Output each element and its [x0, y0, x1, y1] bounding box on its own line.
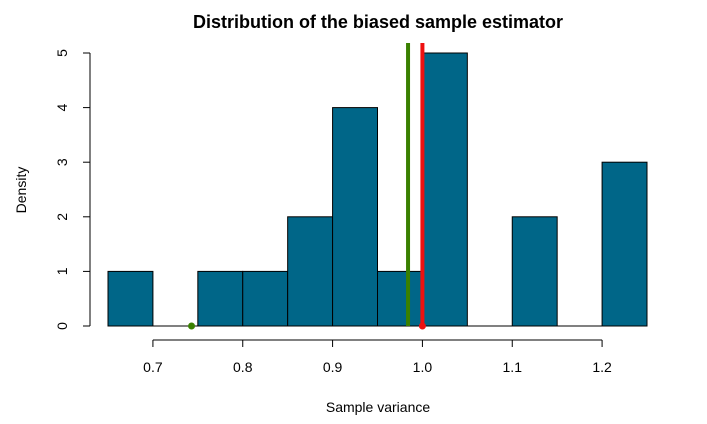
reference-lines-layer: [406, 43, 425, 326]
histogram-bar: [511, 216, 558, 327]
histogram-bar: [377, 270, 423, 327]
y-tick-label: 1: [54, 267, 70, 275]
x-tick-label: 1.1: [503, 359, 523, 375]
x-tick-label: 0.7: [143, 359, 163, 375]
x-axis: 0.7 0.8 0.9 1.0 1.1 1.2: [143, 339, 612, 375]
histogram-bar: [197, 270, 244, 327]
x-tick-label: 1.0: [413, 359, 433, 375]
y-axis-label: Density: [13, 167, 29, 214]
histogram-bar: [242, 270, 289, 327]
points-layer: [188, 322, 426, 330]
histogram-bar: [421, 52, 468, 327]
chart-title: Distribution of the biased sample estima…: [193, 12, 563, 32]
histogram-bar: [287, 216, 334, 327]
marker-point: [418, 322, 426, 330]
bars-layer: [107, 52, 648, 327]
x-tick-label: 0.9: [323, 359, 343, 375]
y-axis: 0 1 2 3 4 5: [54, 49, 91, 330]
x-axis-label: Sample variance: [326, 399, 430, 415]
histogram-bar: [107, 270, 154, 327]
marker-point: [188, 322, 196, 330]
y-tick-label: 5: [54, 49, 70, 57]
histogram-bar: [332, 107, 379, 327]
y-tick-label: 0: [54, 322, 70, 330]
x-tick-label: 1.2: [592, 359, 612, 375]
y-tick-label: 4: [54, 103, 70, 111]
histogram-bar: [601, 161, 648, 327]
y-tick-label: 3: [54, 158, 70, 166]
y-tick-label: 2: [54, 213, 70, 221]
x-tick-label: 0.8: [233, 359, 253, 375]
